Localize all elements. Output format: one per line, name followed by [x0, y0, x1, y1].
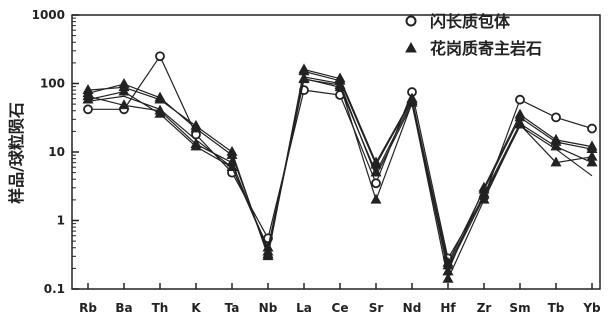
- x-tick-label: Sm: [509, 301, 530, 315]
- y-tick-label: 0.1: [44, 282, 65, 296]
- legend-entry-host: 花岗质寄主岩石: [405, 39, 542, 58]
- data-point-triangle: [154, 91, 166, 102]
- data-point-circle: [371, 178, 381, 189]
- data-point-triangle: [586, 156, 598, 167]
- x-tick-label: Nb: [259, 301, 278, 315]
- x-tick-label: Sr: [369, 301, 384, 315]
- y-tick-label: 1: [57, 214, 65, 228]
- x-tick-label: Rb: [79, 301, 97, 315]
- x-tick-label: Tb: [548, 301, 565, 315]
- x-tick-label: Ta: [225, 301, 240, 315]
- x-tick-label: Th: [152, 301, 169, 315]
- legend-label-host: 花岗质寄主岩石: [430, 39, 542, 58]
- x-tick-label: Ba: [115, 301, 132, 315]
- legend-triangle-marker: [405, 41, 417, 53]
- y-tick-label: 1000: [32, 8, 65, 22]
- legend: 闪长质包体 花岗质寄主岩石: [405, 12, 542, 58]
- x-tick-label: Hf: [440, 301, 456, 315]
- data-point-triangle: [154, 107, 166, 118]
- legend-entry-enclave: 闪长质包体: [405, 12, 511, 31]
- x-tick-label: Ce: [332, 301, 349, 315]
- data-point-circle: [587, 123, 597, 134]
- data-point-circle: [83, 104, 93, 115]
- series-line: [87, 77, 593, 268]
- legend-label-enclave: 闪长质包体: [430, 12, 511, 31]
- y-tick-label: 10: [48, 145, 65, 159]
- data-point-circle: [155, 51, 165, 62]
- x-tick-label: La: [296, 301, 312, 315]
- data-point-triangle: [118, 85, 130, 96]
- series-line: [87, 76, 593, 271]
- data-point-triangle: [370, 193, 382, 204]
- data-point-circle: [515, 94, 525, 105]
- series-layer: [82, 51, 598, 283]
- data-point-triangle: [118, 99, 130, 110]
- data-point-circle: [551, 112, 561, 123]
- data-point-triangle: [190, 140, 202, 151]
- y-tick-label: 100: [40, 77, 65, 91]
- x-tick-label: Zr: [477, 301, 492, 315]
- legend-circle-marker: [405, 15, 417, 27]
- y-axis-label: 样品/球粒陨石: [7, 102, 26, 204]
- axes: 0.1 1 10 100 1000 Rb Ba Th K Ta Nb La Ce Sr Nd Hf Zr Sm Tb…: [32, 8, 601, 315]
- x-tick-label: Yb: [582, 301, 601, 315]
- data-point-triangle: [190, 122, 202, 133]
- x-tick-label: K: [191, 301, 201, 315]
- series-4: [82, 73, 598, 283]
- data-point-triangle: [550, 156, 562, 167]
- series-6: [87, 76, 593, 271]
- x-tick-label: Nd: [403, 301, 422, 315]
- data-point-triangle: [442, 272, 454, 283]
- data-point-triangle: [226, 161, 238, 171]
